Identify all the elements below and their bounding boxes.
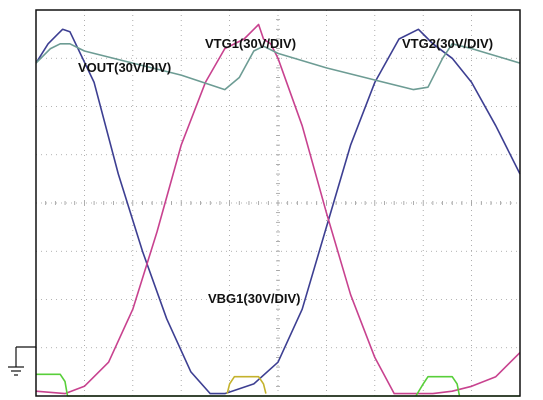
trace-vtg2: [35, 42, 521, 91]
trace-vbg1: [226, 375, 267, 394]
annotation-vbg1: VBG1(30V/DIV): [208, 291, 300, 306]
annotation-vtg2: VTG2(30V/DIV): [402, 36, 493, 51]
annotation-vtg1: VTG1(30V/DIV): [205, 36, 296, 51]
trace-vtg1: [35, 23, 521, 395]
trace-unlabeled-5: [415, 375, 461, 397]
ground-symbol: [8, 346, 36, 376]
plot-frame: [35, 9, 521, 397]
trace-vout: [35, 28, 521, 395]
annotation-vout: VOUT(30V/DIV): [78, 60, 171, 75]
